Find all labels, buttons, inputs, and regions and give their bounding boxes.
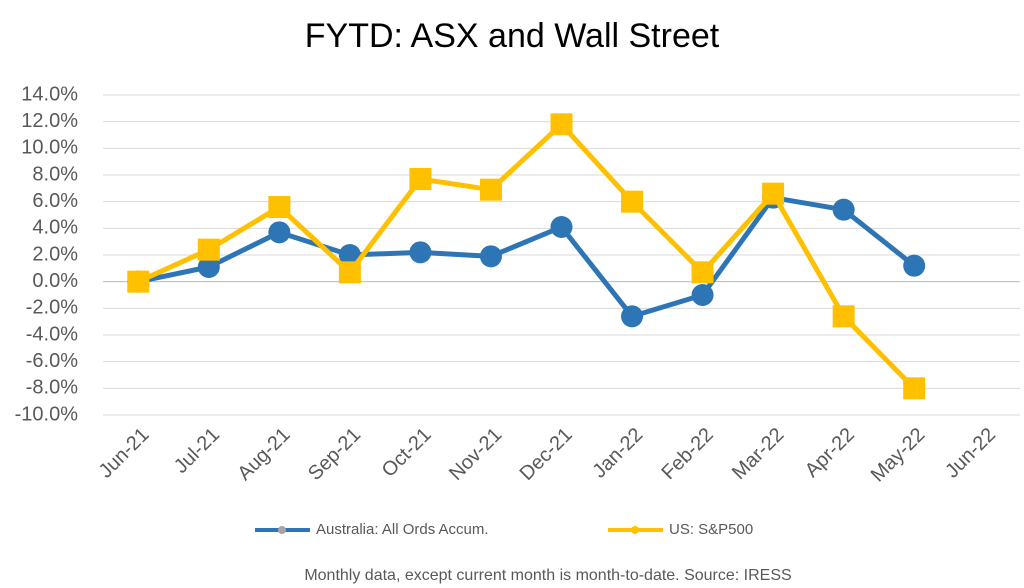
marker bbox=[197, 256, 220, 278]
y-tick-label: 10.0% bbox=[21, 137, 78, 159]
x-tick-label: Dec-21 bbox=[516, 424, 577, 485]
x-tick-label: Aug-21 bbox=[233, 424, 294, 485]
x-tick-label: May-22 bbox=[867, 424, 930, 487]
caption: Monthly data, except current month is mo… bbox=[304, 567, 791, 584]
x-tick-label: Oct-21 bbox=[378, 424, 436, 482]
marker bbox=[409, 241, 432, 264]
marker bbox=[409, 168, 432, 190]
marker bbox=[127, 270, 150, 293]
marker bbox=[903, 377, 926, 400]
x-tick-label: Jun-22 bbox=[941, 424, 1000, 483]
x-tick-label: Nov-21 bbox=[445, 424, 506, 485]
legend-label: Australia: All Ords Accum. bbox=[316, 521, 489, 538]
y-tick-label: -2.0% bbox=[26, 297, 78, 319]
legend-marker bbox=[278, 526, 286, 534]
marker bbox=[550, 216, 573, 238]
y-tick-label: 8.0% bbox=[32, 163, 78, 185]
legend-marker bbox=[631, 526, 639, 534]
y-tick-label: 0.0% bbox=[32, 270, 78, 292]
x-tick-label: Feb-22 bbox=[657, 424, 717, 484]
marker bbox=[903, 254, 926, 277]
marker bbox=[479, 245, 502, 268]
marker bbox=[338, 244, 361, 266]
y-tick-label: -4.0% bbox=[26, 323, 78, 345]
marker bbox=[338, 261, 361, 284]
chart-title: FYTD: ASX and Wall Street bbox=[305, 17, 720, 55]
marker bbox=[550, 113, 573, 136]
marker bbox=[691, 284, 714, 306]
x-tick-label: Apr-22 bbox=[801, 424, 859, 482]
marker bbox=[762, 182, 785, 205]
y-tick-label: -8.0% bbox=[26, 377, 78, 399]
marker bbox=[621, 190, 644, 213]
x-tick-label: Jun-21 bbox=[95, 424, 154, 483]
y-tick-label: 4.0% bbox=[32, 217, 78, 239]
marker bbox=[479, 178, 502, 201]
y-tick-label: 2.0% bbox=[32, 243, 78, 265]
y-tick-label: 12.0% bbox=[21, 110, 78, 132]
x-tick-label: Mar-22 bbox=[728, 424, 788, 484]
legend-label: US: S&P500 bbox=[669, 521, 753, 538]
y-tick-label: 14.0% bbox=[21, 83, 78, 105]
marker bbox=[268, 221, 291, 244]
y-tick-label: 6.0% bbox=[32, 190, 78, 212]
x-tick-label: Sep-21 bbox=[304, 424, 365, 485]
marker bbox=[621, 305, 644, 328]
series-line bbox=[137, 195, 916, 319]
marker bbox=[197, 238, 220, 261]
series-line bbox=[137, 121, 916, 391]
marker bbox=[691, 261, 714, 284]
y-tick-label: -6.0% bbox=[26, 350, 78, 372]
y-tick-label: -10.0% bbox=[15, 403, 79, 425]
x-tick-label: Jul-21 bbox=[170, 424, 224, 478]
marker bbox=[832, 305, 855, 328]
x-tick-label: Jan-22 bbox=[589, 424, 648, 483]
marker bbox=[832, 198, 855, 221]
marker bbox=[268, 196, 291, 218]
